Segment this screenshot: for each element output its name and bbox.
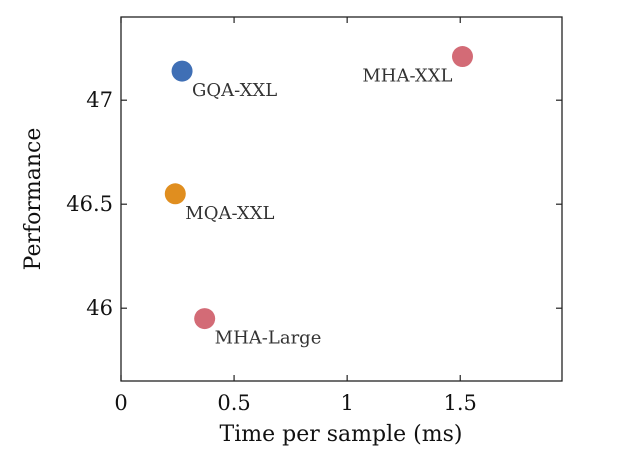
data-point-label: MHA-Large xyxy=(215,328,322,349)
data-point-label: MQA-XXL xyxy=(185,203,274,224)
data-point-mqa-xxl xyxy=(164,183,186,205)
data-point-mha-xxl xyxy=(451,46,473,68)
x-tick-label: 1 xyxy=(340,391,353,415)
x-tick-label: 0 xyxy=(114,391,127,415)
data-point-mha-large xyxy=(194,308,216,330)
plot-frame xyxy=(120,16,563,382)
x-axis: 0 0.5 1 1.5 xyxy=(114,17,477,415)
y-axis-label: Performance xyxy=(21,128,46,271)
data-points: GQA-XXL MHA-XXL MQA-XXL MHA-Large xyxy=(164,46,473,349)
y-tick-label: 47 xyxy=(86,88,113,112)
y-tick-label: 46.5 xyxy=(66,192,113,216)
x-axis-label: Time per sample (ms) xyxy=(220,422,463,447)
data-point-gqa-xxl xyxy=(171,60,193,82)
data-point-label: GQA-XXL xyxy=(192,80,277,101)
y-axis: 46 46.5 47 xyxy=(66,88,562,320)
x-tick-label: 1.5 xyxy=(444,391,477,415)
y-tick-label: 46 xyxy=(86,296,113,320)
data-point-label: MHA-XXL xyxy=(362,66,452,87)
x-tick-label: 0.5 xyxy=(217,391,250,415)
